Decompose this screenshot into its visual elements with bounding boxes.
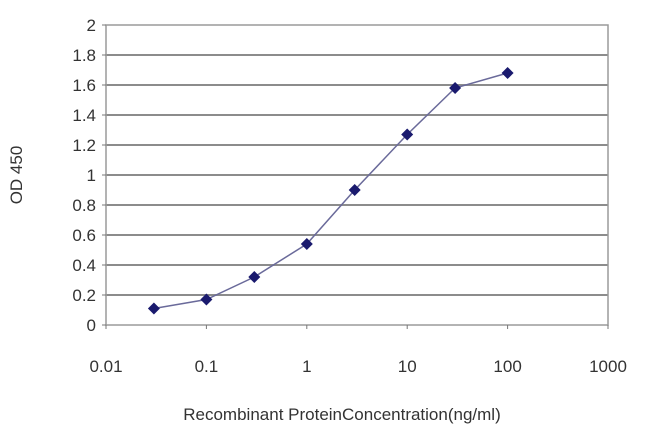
data-point: [300, 238, 313, 250]
x-tick-label: 0.1: [195, 357, 219, 376]
data-point: [401, 128, 414, 141]
y-tick-label: 2: [87, 16, 96, 35]
x-tick-label: 1: [302, 357, 311, 376]
y-tick-label: 0.2: [72, 286, 96, 305]
y-tick-label: 0.4: [72, 256, 96, 275]
y-tick-label: 1.4: [72, 106, 96, 125]
y-tick-label: 0.6: [72, 226, 96, 245]
data-point: [501, 67, 514, 79]
x-tick-label: 100: [493, 357, 521, 376]
series-line: [153, 72, 508, 310]
y-tick-label: 0: [87, 316, 96, 335]
data-point: [348, 184, 361, 196]
x-tick-label: 1000: [589, 357, 627, 376]
x-tick-label: 0.01: [89, 357, 122, 376]
y-axis-label: OD 450: [7, 146, 26, 205]
data-point: [147, 302, 160, 315]
y-tick-label: 1: [87, 166, 96, 185]
data-point: [449, 82, 462, 94]
y-tick-label: 0.8: [72, 196, 96, 215]
y-tick-label: 1.8: [72, 46, 96, 65]
y-tick-label: 1.2: [72, 136, 96, 155]
data-point: [248, 271, 261, 283]
x-tick-label: 10: [398, 357, 417, 376]
y-tick-label: 1.6: [72, 76, 96, 95]
data-point: [200, 293, 213, 306]
x-axis-label: Recombinant ProteinConcentration(ng/ml): [183, 405, 501, 424]
